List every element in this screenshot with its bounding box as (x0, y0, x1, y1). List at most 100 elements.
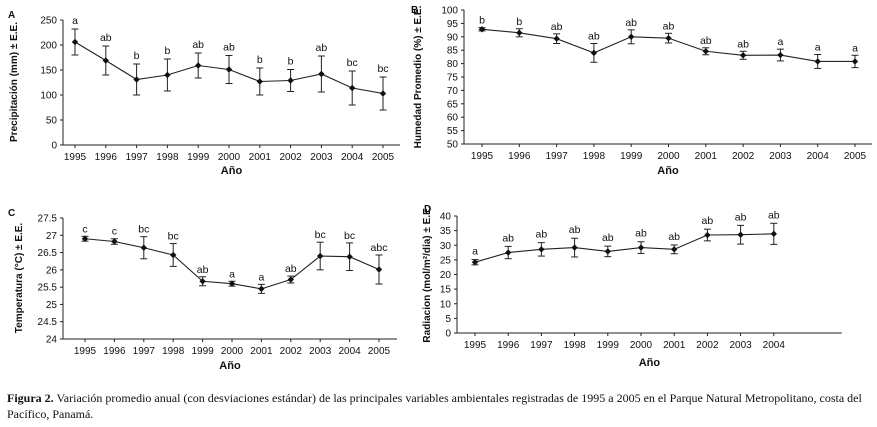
x-tick-label: 1999 (597, 340, 620, 351)
data-point (538, 246, 545, 253)
x-tick-label: 1998 (162, 346, 185, 357)
y-tick-label: 70 (447, 86, 459, 97)
y-tick-label: 24 (46, 335, 58, 346)
data-point (256, 78, 263, 85)
data-point (111, 238, 118, 245)
y-tick-label: 5 (445, 314, 451, 325)
significance-label: ab (502, 232, 514, 244)
x-tick-label: 2003 (769, 151, 792, 162)
y-tick-label: 40 (440, 212, 452, 223)
significance-label: ab (100, 32, 112, 44)
data-point (505, 249, 512, 256)
data-point (637, 244, 645, 251)
significance-label: ab (663, 20, 675, 32)
x-tick-label: 1997 (545, 151, 568, 162)
x-tick-label: 2005 (368, 346, 391, 357)
significance-label: ab (285, 263, 297, 275)
significance-label: b (288, 56, 294, 68)
significance-label: b (257, 54, 263, 66)
panel-letter: D (424, 204, 431, 215)
x-tick-label: 1995 (471, 151, 494, 162)
x-tick-label: 2004 (763, 340, 786, 351)
y-tick-label: 50 (46, 116, 58, 127)
x-tick-label: 2002 (696, 340, 719, 351)
data-point (287, 276, 294, 283)
y-axis-label: Precipitación (mm) ± E.E. (9, 22, 20, 142)
x-tick-label: 2000 (221, 346, 244, 357)
significance-label: ab (197, 264, 209, 276)
significance-label: ab (702, 215, 714, 227)
data-point (102, 57, 109, 64)
x-tick-label: 2001 (250, 346, 273, 357)
caption-text: Variación promedio anual (con desviacion… (7, 391, 862, 421)
data-point (81, 235, 89, 242)
x-tick-label: 2005 (844, 151, 867, 162)
data-point (318, 70, 325, 78)
data-point (770, 230, 777, 238)
significance-label: b (134, 50, 140, 62)
x-tick-label: 2000 (630, 340, 653, 351)
chart-panel-D: 0 5 10 15 20 25 30 35 40 1995 1996 1997 1998 1999 2000… (422, 204, 842, 369)
data-point (287, 77, 294, 84)
x-axis-label: Año (219, 360, 241, 372)
significance-label: ab (625, 17, 637, 29)
y-tick-label: 20 (440, 270, 452, 281)
data-point (851, 58, 859, 65)
significance-label: ab (768, 209, 780, 221)
significance-label: ab (602, 232, 614, 244)
x-tick-label: 1997 (133, 346, 156, 357)
significance-label: ab (737, 38, 749, 50)
x-tick-label: 2000 (218, 152, 241, 163)
x-tick-label: 1995 (464, 340, 487, 351)
y-axis-label: Temperatura (°C) ± E.E. (14, 223, 25, 334)
significance-label: ab (668, 231, 680, 243)
data-point (702, 48, 709, 55)
x-tick-label: 1998 (156, 152, 179, 163)
significance-label: a (852, 42, 858, 54)
data-point (777, 51, 784, 59)
significance-label: ab (192, 39, 204, 51)
y-tick-label: 0 (445, 329, 451, 340)
data-point (133, 76, 140, 83)
significance-label: bc (377, 63, 388, 75)
significance-label: a (472, 246, 478, 258)
y-tick-label: 30 (440, 241, 452, 252)
data-point (704, 231, 711, 239)
panel-letter: B (411, 5, 418, 16)
data-point (71, 38, 79, 46)
y-tick-label: 0 (51, 141, 57, 152)
y-tick-label: 200 (40, 41, 57, 52)
data-point (258, 285, 265, 293)
x-tick-label: 1999 (187, 152, 210, 163)
data-point (195, 62, 202, 69)
data-point (590, 49, 598, 57)
y-tick-label: 100 (441, 6, 458, 17)
y-tick-label: 100 (40, 91, 57, 102)
significance-label: bc (344, 230, 355, 242)
data-point (671, 246, 678, 253)
significance-label: bc (138, 224, 149, 236)
y-tick-label: 25.5 (38, 283, 58, 294)
data-point (516, 29, 523, 36)
significance-label: bc (315, 229, 326, 241)
y-tick-label: 90 (447, 32, 459, 43)
y-tick-label: 85 (447, 46, 459, 57)
y-tick-label: 25 (46, 300, 58, 311)
y-axis-label: Radiacion (mol/m²/día) ± E.E. (422, 205, 433, 342)
x-tick-label: 2004 (338, 346, 361, 357)
significance-label: b (479, 15, 485, 27)
y-tick-label: 250 (40, 16, 57, 27)
x-axis-label: Año (639, 357, 661, 369)
y-tick-label: 15 (440, 285, 452, 296)
data-point (199, 278, 206, 285)
x-tick-label: 1999 (191, 346, 214, 357)
x-tick-label: 2004 (807, 151, 830, 162)
data-point (739, 52, 747, 59)
x-tick-label: 1995 (64, 152, 87, 163)
significance-label: a (229, 268, 235, 280)
y-tick-label: 27 (46, 231, 58, 242)
y-tick-label: 25 (440, 255, 452, 266)
data-point (478, 26, 486, 33)
panel-letter: C (8, 208, 15, 219)
significance-label: ab (700, 35, 712, 47)
